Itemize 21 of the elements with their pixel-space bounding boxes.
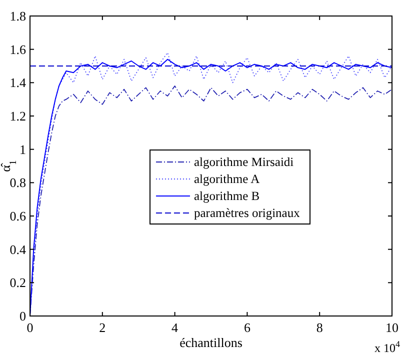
y-tick-label: 1.8 <box>10 8 26 24</box>
y-tick-label: 0.2 <box>10 275 26 290</box>
x-tick-label: 6 <box>244 320 251 335</box>
y-tick-label: 0 <box>20 308 26 324</box>
y-tick-label: 1 <box>20 142 26 157</box>
y-tick-label: 1.4 <box>10 75 26 90</box>
x-tick-label: 10 <box>386 320 398 335</box>
y-tick-label: 0.6 <box>10 208 26 224</box>
y-tick-label: 0.8 <box>10 175 26 190</box>
text: x 10$^{4}$ <box>374 339 400 353</box>
x-tick-label: 4 <box>172 320 179 335</box>
legend-label: algorithme A <box>194 172 260 186</box>
legend-label: paramètres originaux <box>194 206 301 220</box>
x-tick-label: 2 <box>99 320 106 335</box>
y-tick-label: 1.2 <box>10 108 26 124</box>
x-tick-label: 8 <box>316 320 323 335</box>
legend-label: algorithme B <box>194 189 260 203</box>
y-tick-label: 1.6 <box>10 42 26 57</box>
x-axis-title: échantillons <box>180 335 242 350</box>
y-tick-label: 0.4 <box>10 242 26 257</box>
legend-label: algorithme Mirsaidi <box>194 155 294 169</box>
